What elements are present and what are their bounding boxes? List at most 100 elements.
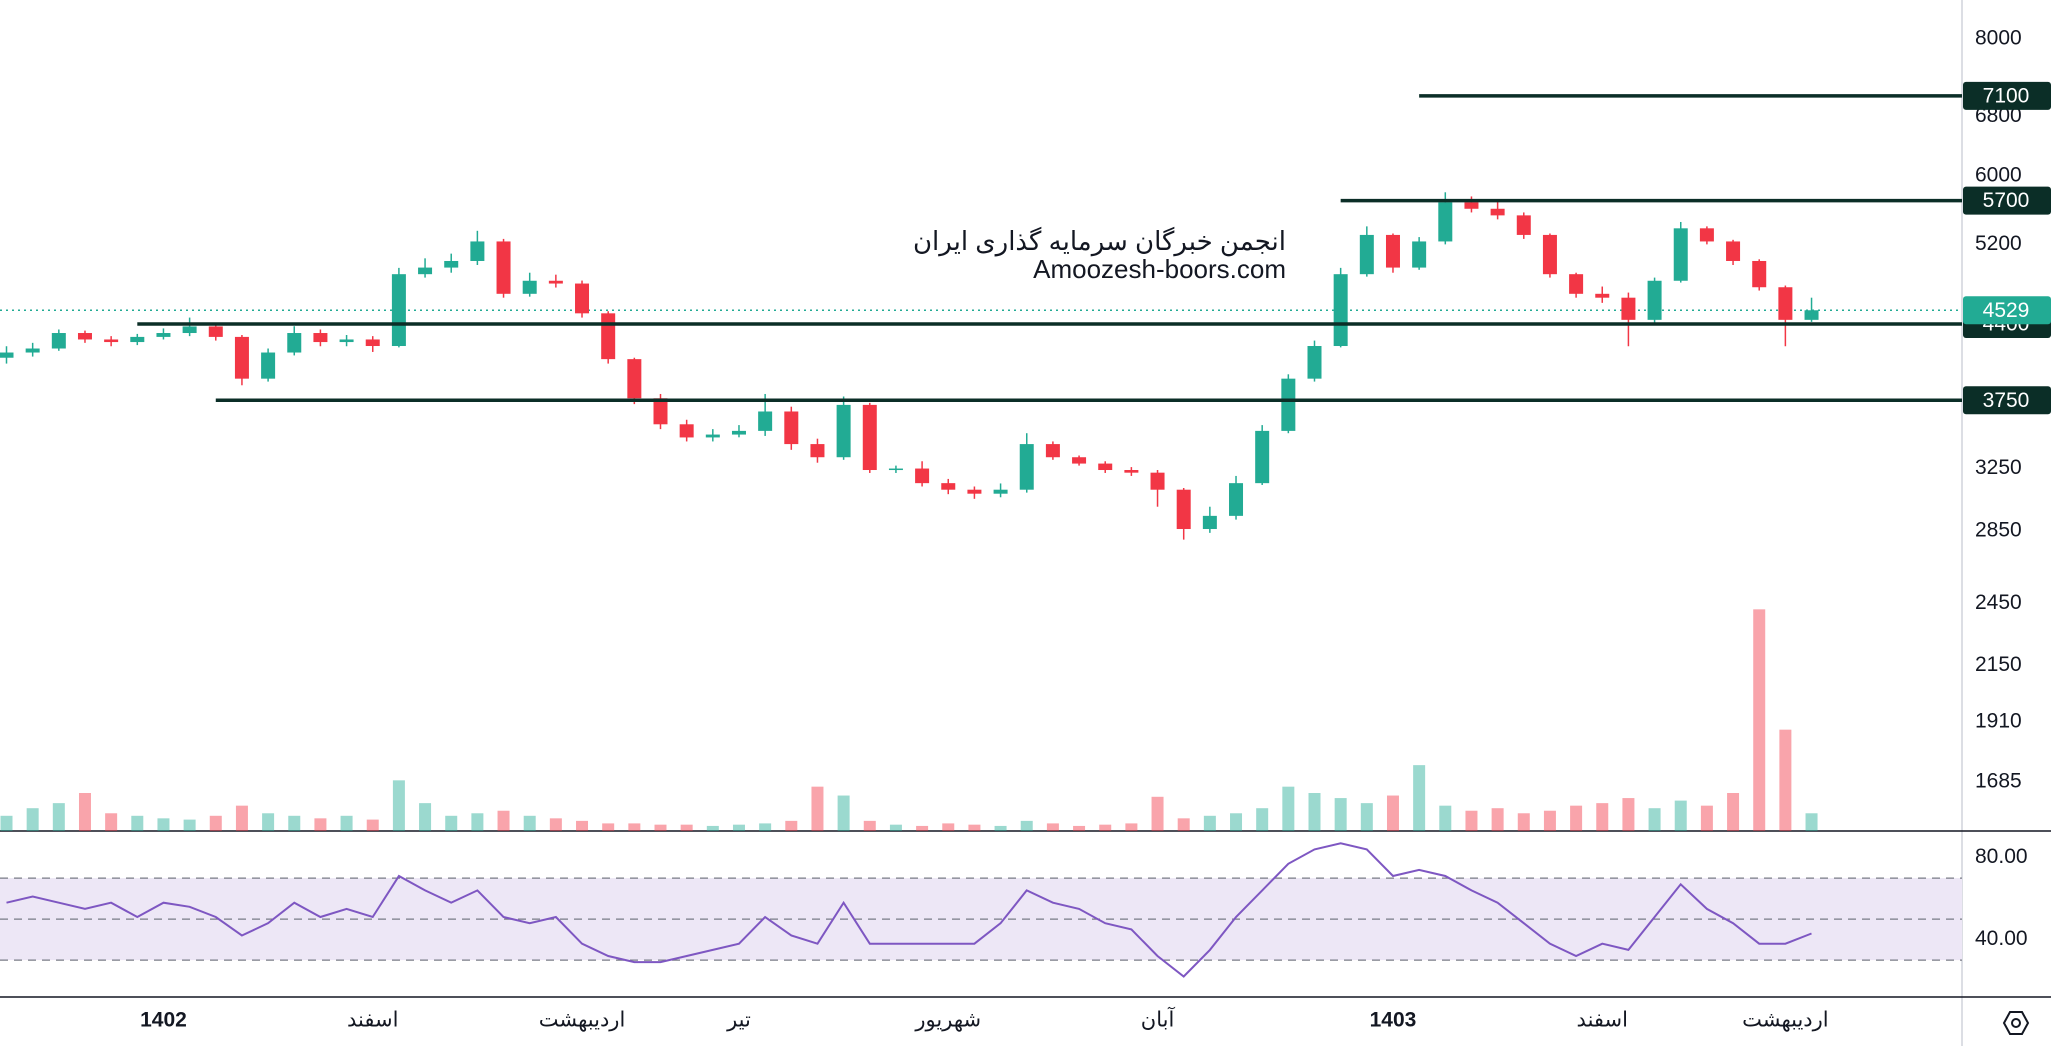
candle-body <box>1569 274 1584 294</box>
volume-bar <box>576 820 589 831</box>
volume-bar <box>262 813 275 831</box>
candle-body <box>1202 515 1217 530</box>
settings-icon[interactable] <box>2002 1011 2030 1035</box>
volume-bar <box>1099 824 1112 831</box>
volume-bar <box>1386 795 1399 831</box>
volume-bar <box>732 824 745 831</box>
x-tick-label: آبان <box>1141 1007 1176 1032</box>
candle-body <box>470 241 485 261</box>
volume-bar <box>471 813 484 831</box>
volume-bar <box>1439 805 1452 831</box>
volume-bar <box>1125 823 1138 831</box>
candle-body <box>1595 293 1610 298</box>
volume-bar <box>1491 808 1504 831</box>
volume-bar <box>1151 796 1164 831</box>
volume-bar <box>863 820 876 831</box>
volume-bar <box>889 824 902 831</box>
candle-body <box>522 280 537 294</box>
candle-body <box>967 489 982 494</box>
volume-bar <box>209 815 222 831</box>
volume-bar <box>1020 820 1033 831</box>
volume-bar <box>288 815 301 831</box>
icon-hexagon[interactable] <box>2002 1011 2030 1035</box>
volume-bar <box>1230 813 1243 831</box>
candle-body <box>444 260 459 268</box>
volume-bar <box>1779 729 1792 831</box>
candle-body <box>1019 444 1034 490</box>
volume-bar <box>157 818 170 831</box>
rsi-tick-label: 40.00 <box>1975 927 2028 950</box>
candle-body <box>915 468 930 484</box>
candle-body <box>1412 241 1427 268</box>
icon-dot[interactable] <box>2011 1018 2021 1028</box>
candle-body <box>208 326 223 337</box>
volume-bar <box>916 825 929 831</box>
candle-body <box>1647 280 1662 320</box>
x-tick-label: شهریور <box>914 1009 981 1032</box>
candle-body <box>130 336 145 343</box>
volume-bar <box>235 805 248 831</box>
last-price-label: 4529 <box>1983 299 2030 322</box>
volume-bar <box>837 795 850 831</box>
candle-body <box>1778 287 1793 320</box>
x-tick-label: اردیبهشت <box>539 1009 626 1032</box>
volume-bar <box>445 815 458 831</box>
volume-bar <box>1517 813 1530 831</box>
rsi-line <box>6 842 1812 978</box>
level-label: 3750 <box>1983 389 2030 412</box>
volume-bar <box>549 818 562 831</box>
candle-body <box>261 352 276 379</box>
volume-bar <box>1334 798 1347 831</box>
volume-bar <box>392 780 405 831</box>
candle-body <box>339 339 354 343</box>
volume-bar <box>1465 810 1478 831</box>
candle-body <box>1438 202 1453 242</box>
candle-body <box>601 313 616 360</box>
x-tick-label: اسفند <box>347 1009 398 1032</box>
candle-body <box>1516 215 1531 235</box>
candle-body <box>1307 346 1322 379</box>
volume-bar <box>1570 805 1583 831</box>
candle-body <box>1098 463 1113 471</box>
y-tick-label: 1685 <box>1975 769 2022 792</box>
candle-body <box>1542 234 1557 275</box>
volume-bar <box>1727 793 1740 831</box>
candle-body <box>1255 430 1270 484</box>
candle-body <box>1726 241 1741 261</box>
candle-body <box>1359 234 1374 275</box>
volume-bar <box>706 825 719 831</box>
candle-body <box>758 411 773 431</box>
candle-body <box>1150 472 1165 490</box>
candle-body <box>1752 260 1767 288</box>
candle-body <box>1490 208 1505 216</box>
candle-body <box>391 274 406 347</box>
candle-body <box>1281 378 1296 431</box>
candle-body <box>1699 228 1714 242</box>
candle-body <box>25 348 40 353</box>
candle-body <box>575 283 590 314</box>
volume-bar <box>1805 813 1818 831</box>
candle-body <box>104 339 119 343</box>
candle-body <box>705 434 720 438</box>
volume-bar <box>759 823 772 831</box>
x-tick-label: 1402 <box>140 1009 187 1032</box>
level-label-box <box>1963 81 2051 110</box>
y-tick-label: 2150 <box>1975 653 2022 676</box>
volume-bar <box>1700 805 1713 831</box>
x-tick-label: 1403 <box>1370 1009 1417 1032</box>
volume-bar <box>811 786 824 831</box>
volume-bar <box>131 815 144 831</box>
candle-body <box>653 398 668 425</box>
volume-bar <box>1360 803 1373 831</box>
candle-body <box>1385 234 1400 268</box>
candle-body <box>784 411 799 445</box>
volume-bar <box>680 824 693 831</box>
y-tick-label: 6000 <box>1975 164 2022 187</box>
x-tick-label: اردیبهشت <box>1742 1009 1829 1032</box>
volume-bar <box>105 813 118 831</box>
volume-bar <box>1622 798 1635 831</box>
volume-bar <box>1256 808 1269 831</box>
volume-bar <box>1674 800 1687 831</box>
y-tick-label: 8000 <box>1975 26 2022 49</box>
